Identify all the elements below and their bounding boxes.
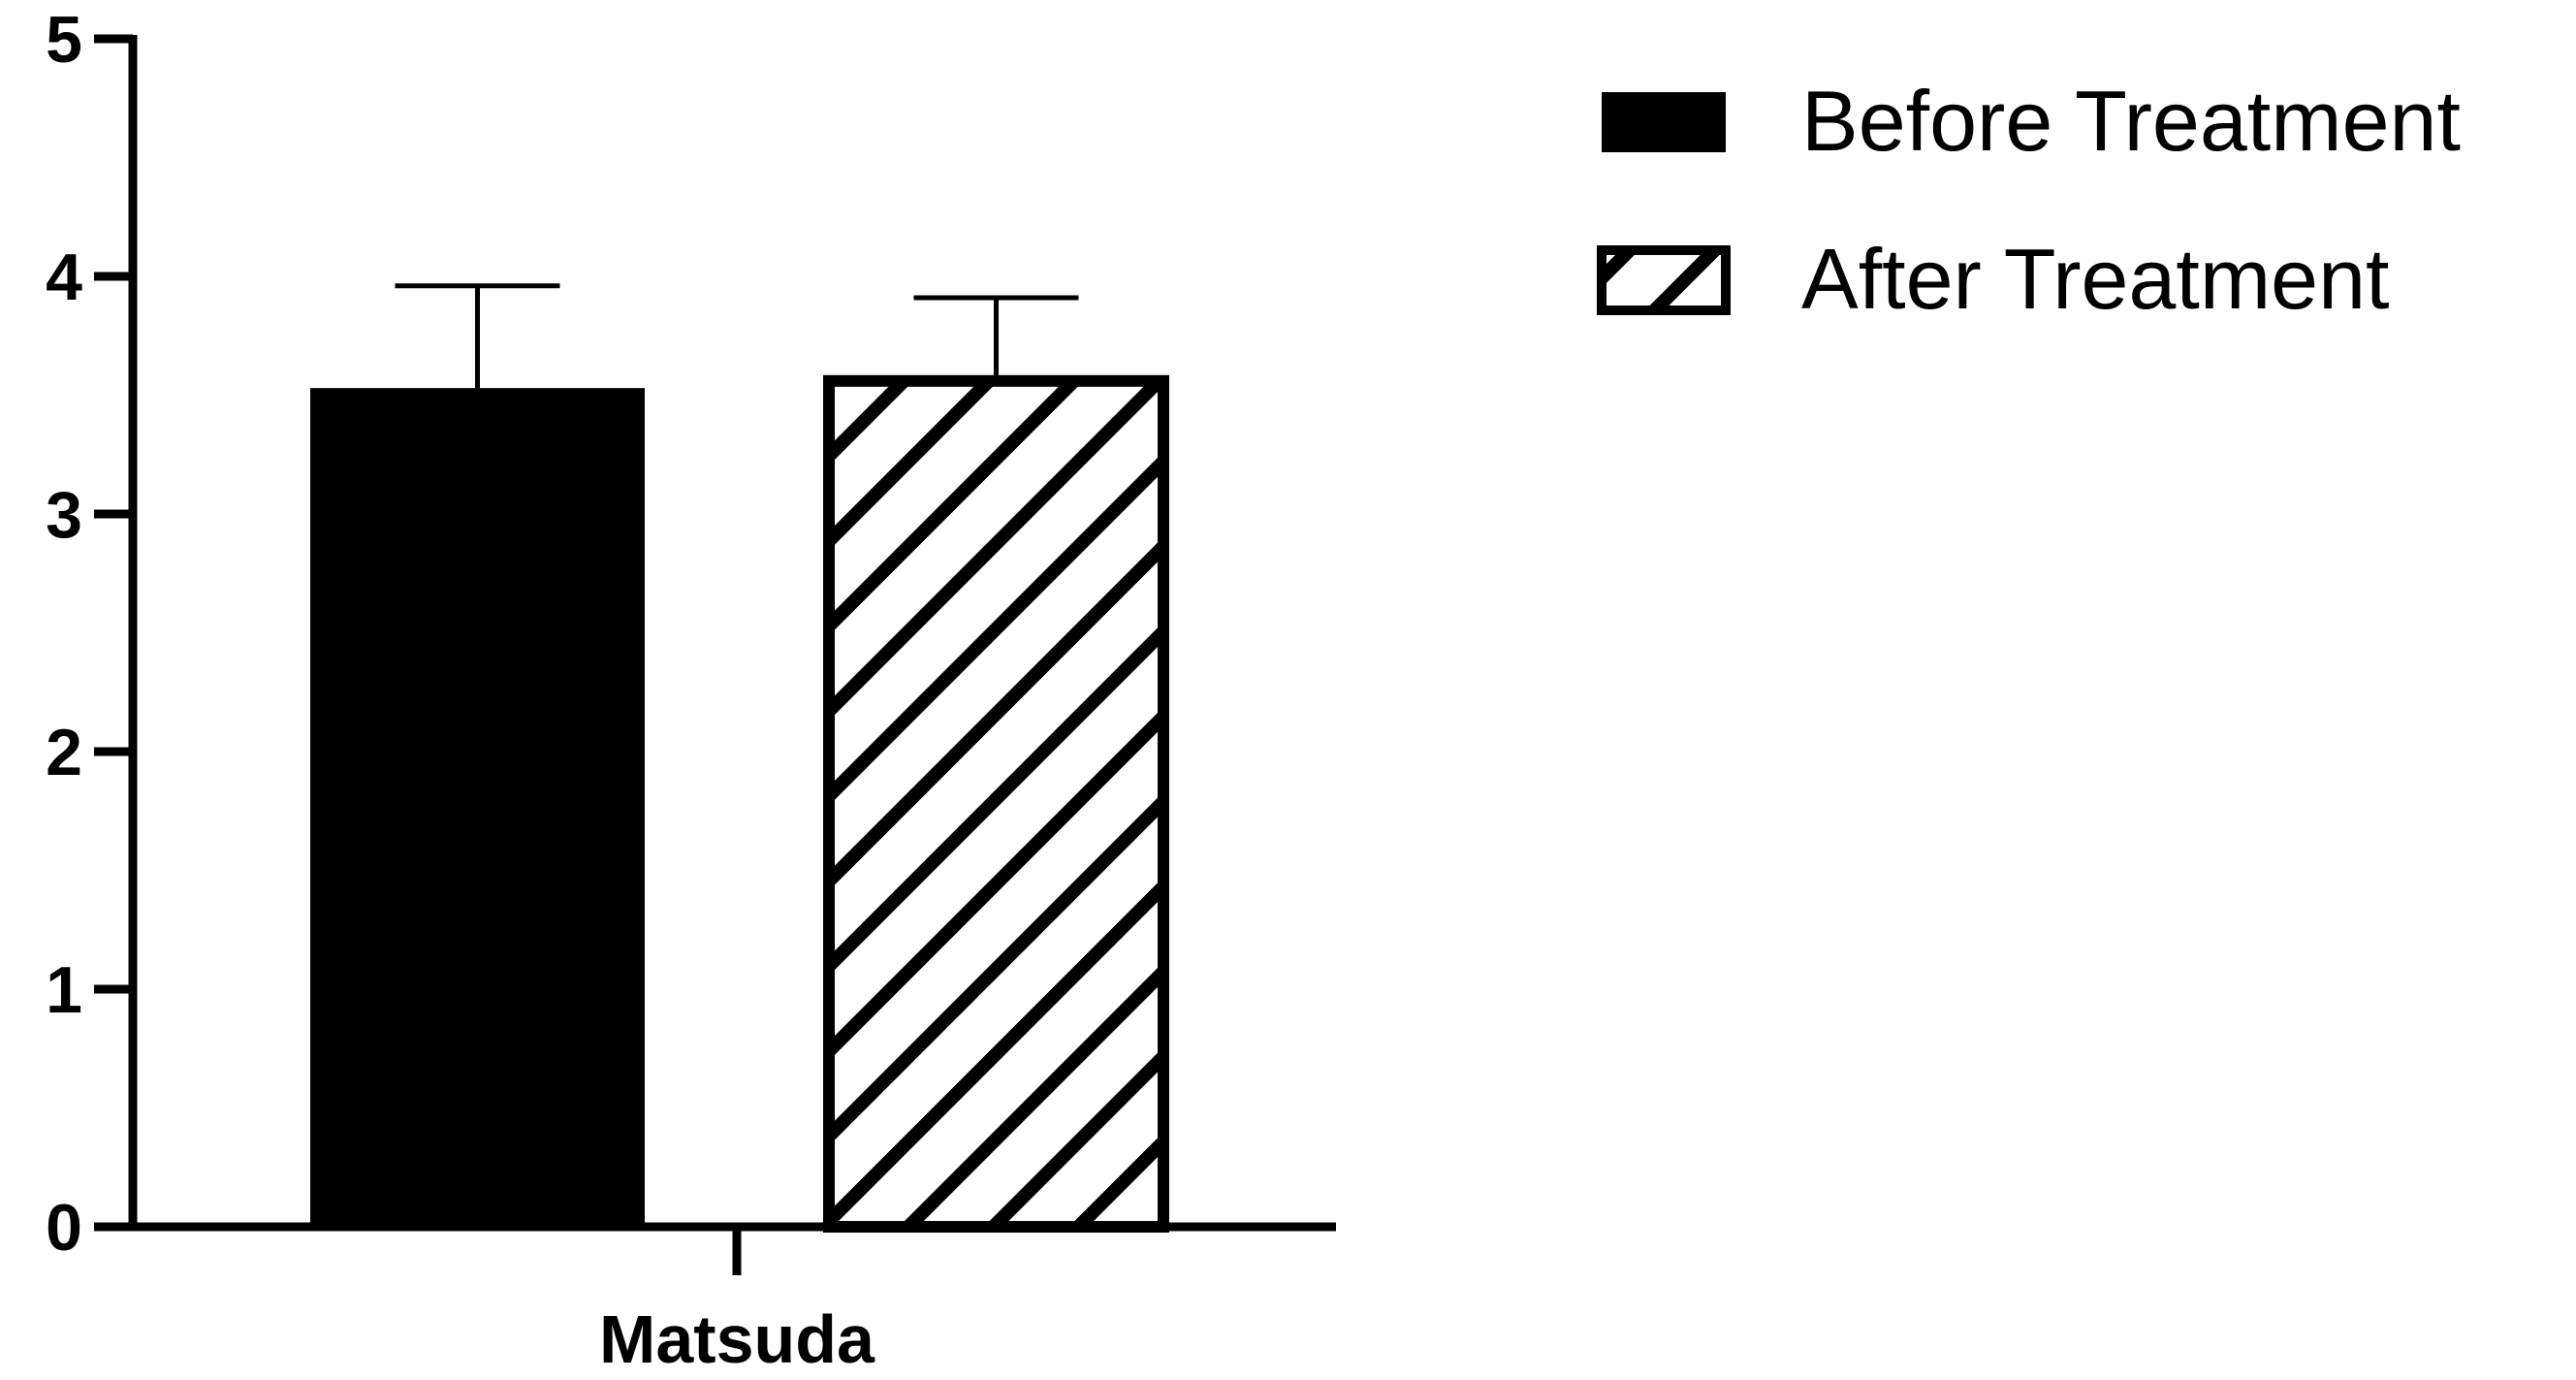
- legend-swatch: [1597, 245, 1731, 315]
- x-tick-label: Matsuda: [599, 1301, 875, 1377]
- legend-swatch: [1602, 92, 1726, 152]
- bar-before-treatment: [310, 388, 645, 1227]
- legend-label: After Treatment: [1801, 231, 2389, 327]
- y-tick-label: 1: [46, 953, 82, 1027]
- legend-label: Before Treatment: [1801, 73, 2461, 169]
- y-tick-label: 2: [46, 716, 82, 789]
- y-tick-label: 3: [46, 478, 82, 552]
- bar-after-treatment: [823, 374, 1169, 1233]
- y-tick-label: 5: [46, 3, 82, 77]
- plot-area: 0 1 2 3 4 5 Matsuda: [46, 3, 1336, 1377]
- y-tick-label: 4: [46, 241, 82, 314]
- y-tick-label: 0: [46, 1191, 82, 1265]
- legend: Before Treatment After Treatment: [1597, 73, 2461, 327]
